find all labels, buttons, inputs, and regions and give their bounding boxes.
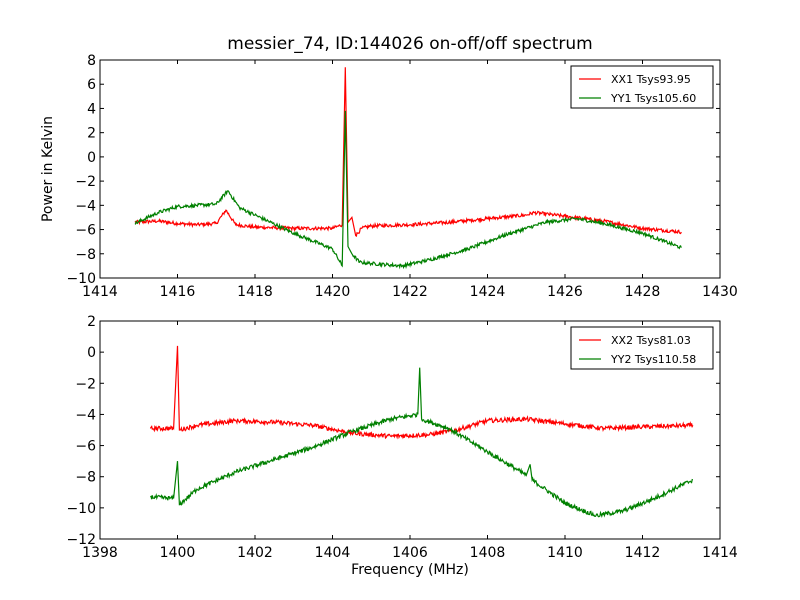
y-tick-label: −6 — [75, 223, 96, 239]
series-line-xx2 — [149, 345, 694, 440]
y-tick-label: 2 — [87, 126, 96, 142]
y-tick-label: −8 — [75, 247, 96, 263]
x-tick-label: 1402 — [237, 545, 273, 561]
legend-label: XX2 Tsys81.03 — [611, 334, 691, 347]
x-tick-label: 1420 — [315, 284, 351, 300]
y-tick-label: 8 — [87, 53, 96, 69]
x-tick-label: 1430 — [702, 284, 738, 300]
x-tick-label: 1406 — [392, 545, 428, 561]
y-tick-label: 0 — [87, 345, 96, 361]
y-tick-label: −2 — [75, 376, 96, 392]
legend-label: XX1 Tsys93.95 — [611, 73, 691, 86]
x-tick-label: 1416 — [160, 284, 196, 300]
x-tick-label: 1426 — [547, 284, 583, 300]
plot-panel-2: 1398 1400 1402 1404 1406 1408 1410 1412 1414 −12 −… — [66, 314, 737, 561]
series-line-yy2 — [150, 367, 694, 519]
x-axis-label: Frequency (MHz) — [351, 562, 469, 578]
x-tick-label: 1408 — [470, 545, 506, 561]
plot-panel-1: 1414 1416 1418 1420 1422 1424 1426 1428 1430 −10 −… — [66, 53, 737, 300]
x-tick-label: 1422 — [392, 284, 428, 300]
y-tick-label: −12 — [66, 532, 96, 548]
y-tick-label: −10 — [66, 501, 96, 517]
y-tick-label: 0 — [87, 150, 96, 166]
legend: XX1 Tsys93.95 YY1 Tsys105.60 — [570, 65, 714, 109]
x-tick-label: 1398 — [82, 545, 118, 561]
x-tick-label: 1414 — [82, 284, 118, 300]
x-tick-label: 1424 — [470, 284, 506, 300]
x-tick-label: 1404 — [315, 545, 351, 561]
y-tick-label: −8 — [75, 470, 96, 486]
legend-box — [570, 65, 714, 109]
legend-label: YY1 Tsys105.60 — [610, 92, 696, 105]
y-tick-label: −6 — [75, 439, 96, 455]
x-tick-label: 1400 — [160, 545, 196, 561]
y-tick-label: 6 — [87, 77, 96, 93]
series-line-yy1 — [134, 110, 682, 270]
y-tick-label: 2 — [87, 314, 96, 330]
chart-title: messier_74, ID:144026 on-off/off spectru… — [227, 34, 593, 54]
y-tick-label: −10 — [66, 271, 96, 287]
x-tick-label: 1412 — [625, 545, 661, 561]
x-tick-label: 1418 — [237, 284, 273, 300]
x-tick-label: 1428 — [625, 284, 661, 300]
x-tick-label: 1414 — [702, 545, 738, 561]
y-tick-label: 4 — [87, 101, 96, 117]
legend-label: YY2 Tsys110.58 — [610, 353, 696, 366]
y-tick-label: −4 — [75, 407, 96, 423]
x-tick-label: 1410 — [547, 545, 583, 561]
y-tick-label: −2 — [75, 174, 96, 190]
legend: XX2 Tsys81.03 YY2 Tsys110.58 — [570, 326, 714, 370]
legend-box — [570, 326, 714, 370]
y-tick-label: −4 — [75, 198, 96, 214]
